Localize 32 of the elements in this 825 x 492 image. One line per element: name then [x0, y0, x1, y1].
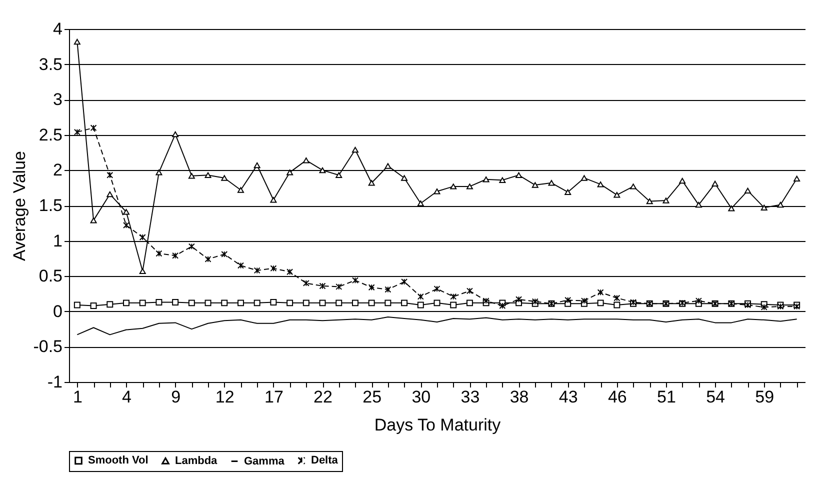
y-tick-label: 4: [53, 20, 62, 38]
x-tick-label: 38: [510, 388, 529, 406]
legend-label: Lambda: [175, 454, 218, 467]
legend-label: Delta: [311, 454, 339, 467]
legend-label: Smooth Vol: [88, 454, 148, 467]
x-tick-label: 54: [706, 388, 726, 406]
y-tick-label: 1: [53, 231, 62, 250]
y-tick-label: 2: [53, 160, 62, 180]
x-tick-label: 9: [171, 388, 181, 406]
x-tick-label: 46: [608, 388, 627, 406]
y-axis-title: Average Value: [10, 151, 30, 261]
y-tick-label: 3.5: [38, 54, 62, 74]
y-tick-label: 2.5: [38, 125, 62, 144]
x-tick-label: 51: [657, 388, 676, 406]
x-tick-label: 12: [215, 388, 234, 406]
y-tick-label: 3: [53, 90, 62, 110]
x-tick-label: 1: [72, 388, 82, 406]
x-tick-label: 22: [314, 388, 332, 406]
x-tick-label: 30: [412, 388, 431, 406]
x-tick-label: 25: [362, 388, 382, 406]
y-tick-label: -0.5: [33, 337, 62, 356]
y-tick-label: 1.5: [38, 196, 62, 215]
x-tick-label: 17: [264, 388, 284, 406]
y-tick-label: 0.5: [38, 266, 62, 286]
x-tick-label: 33: [460, 388, 480, 406]
x-tick-label: 4: [122, 388, 132, 406]
x-tick-label: 59: [755, 388, 774, 406]
y-tick-label: -1: [47, 372, 62, 392]
y-tick-label: 0: [53, 302, 62, 321]
x-tick-label: 43: [558, 388, 578, 406]
legend-label: Gamma: [244, 455, 286, 468]
x-axis-title: Days To Maturity: [374, 416, 502, 434]
